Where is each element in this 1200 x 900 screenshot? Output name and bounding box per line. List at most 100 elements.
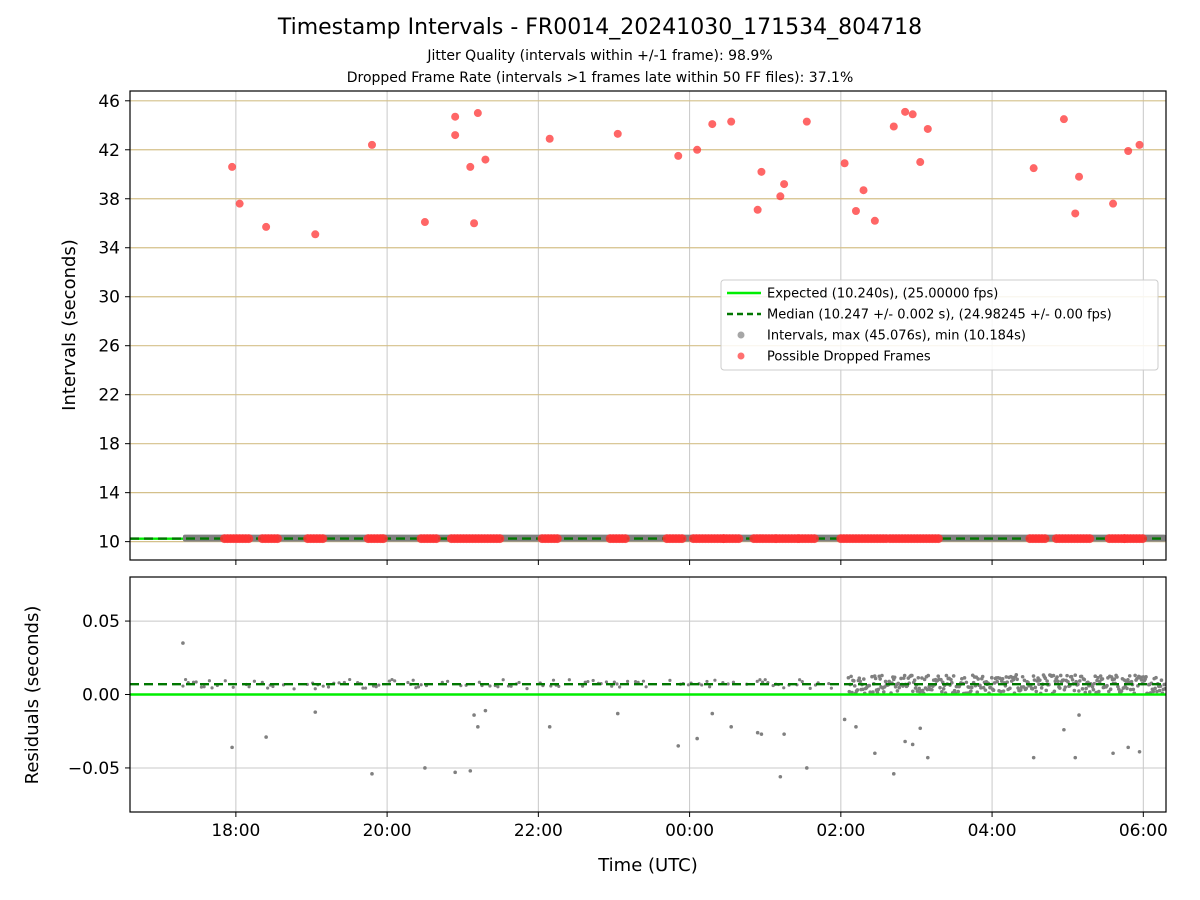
residual-outlier-point [903, 739, 907, 744]
residual-point [1008, 686, 1012, 691]
residual-point [912, 678, 917, 683]
residual-point [878, 677, 882, 681]
residual-point [970, 685, 974, 690]
residual-point [1100, 677, 1105, 681]
dropped-frame-point [809, 534, 819, 544]
residual-point [916, 676, 921, 680]
dropped-frame-point [753, 205, 762, 214]
residual-point [1066, 680, 1070, 684]
residual-point [1011, 677, 1016, 682]
dropped-frame-point [473, 109, 482, 118]
residual-point [223, 679, 227, 683]
residual-point [921, 688, 925, 693]
residual-point [1159, 678, 1164, 683]
residual-point [995, 679, 1000, 684]
x-tick-label: 20:00 [363, 821, 412, 841]
residual-point [956, 689, 960, 694]
residual-point [873, 676, 878, 681]
residual-point [938, 685, 942, 690]
residual-point [849, 674, 853, 679]
residual-point [615, 682, 619, 686]
residual-outlier-point [1111, 751, 1115, 756]
y-axis-label-intervals: Intervals (seconds) [59, 239, 80, 411]
residual-outlier-point [476, 725, 480, 729]
y-tick-label: 18 [98, 435, 120, 455]
residual-point [880, 673, 884, 678]
residual-point [731, 680, 736, 684]
residual-point [414, 686, 418, 690]
residual-point [1093, 674, 1098, 679]
residual-point [1151, 689, 1156, 694]
residual-point [1061, 678, 1066, 682]
dropped-frame-point [870, 216, 879, 225]
residual-point [390, 677, 394, 682]
residual-point [998, 676, 1002, 681]
dropped-frame-point [466, 162, 475, 171]
legend-entry-label: Intervals, max (45.076s), min (10.184s) [767, 329, 1026, 344]
residual-point [348, 677, 352, 682]
residual-point [1117, 687, 1121, 691]
residual-point [911, 689, 915, 694]
dropped-frame-point [1040, 534, 1050, 544]
intervals-plot-area [130, 107, 1166, 544]
residual-outlier-point [755, 730, 760, 735]
dropped-frame-point [923, 124, 932, 133]
dropped-frame-point [734, 534, 744, 544]
dropped-frame-point [545, 134, 554, 143]
dropped-frame-point [1124, 147, 1133, 156]
residual-point [1105, 683, 1109, 688]
residual-point [1000, 676, 1005, 681]
residual-point [1032, 678, 1037, 682]
residual-point [760, 680, 765, 684]
dropped-frame-point [481, 155, 490, 164]
residual-point [926, 673, 931, 678]
dropped-frame-point [367, 140, 376, 149]
residual-point [925, 687, 930, 692]
residual-point [337, 681, 341, 685]
residual-point [1074, 679, 1078, 684]
residual-point [557, 684, 561, 688]
residual-point [967, 685, 971, 690]
residual-point [1108, 687, 1113, 692]
residual-point [1065, 673, 1069, 678]
residual-point [1157, 688, 1162, 693]
residual-point [755, 679, 759, 683]
residual-point [1063, 685, 1068, 689]
residual-point [1128, 687, 1133, 692]
residual-point [1082, 677, 1087, 682]
residual-point [949, 677, 953, 682]
residual-point [969, 689, 973, 693]
residual-point [183, 677, 188, 682]
residual-point [876, 687, 881, 692]
residual-point [758, 678, 762, 682]
x-tick-label: 02:00 [816, 821, 865, 841]
residual-point [416, 685, 421, 689]
residual-point [1138, 675, 1143, 679]
dropped-frame-point [235, 199, 244, 208]
residual-point [1073, 673, 1078, 677]
residual-point [771, 683, 775, 688]
residual-point [798, 678, 802, 682]
residual-point [991, 688, 996, 693]
dropped-frame-point [840, 159, 849, 168]
dropped-frame-point [613, 129, 622, 138]
y-tick-label: 46 [98, 92, 120, 112]
dropped-frame-point [451, 112, 460, 121]
residual-point [960, 676, 964, 681]
residual-point [951, 674, 956, 678]
residual-point [686, 683, 691, 687]
residual-outlier-point [873, 751, 877, 756]
dropped-frame-point [470, 219, 479, 228]
residual-point [313, 687, 317, 691]
residual-outlier-point [468, 769, 473, 773]
legend-dot-marker [737, 352, 745, 360]
residual-point [1033, 685, 1038, 690]
residual-point [1115, 675, 1119, 679]
residual-point [1004, 675, 1009, 679]
residual-point [829, 686, 833, 690]
residual-point [1154, 675, 1158, 680]
residual-point [867, 683, 872, 688]
residual-point [411, 678, 415, 682]
residual-point [1001, 689, 1006, 693]
residuals-plot-area [130, 641, 1166, 779]
